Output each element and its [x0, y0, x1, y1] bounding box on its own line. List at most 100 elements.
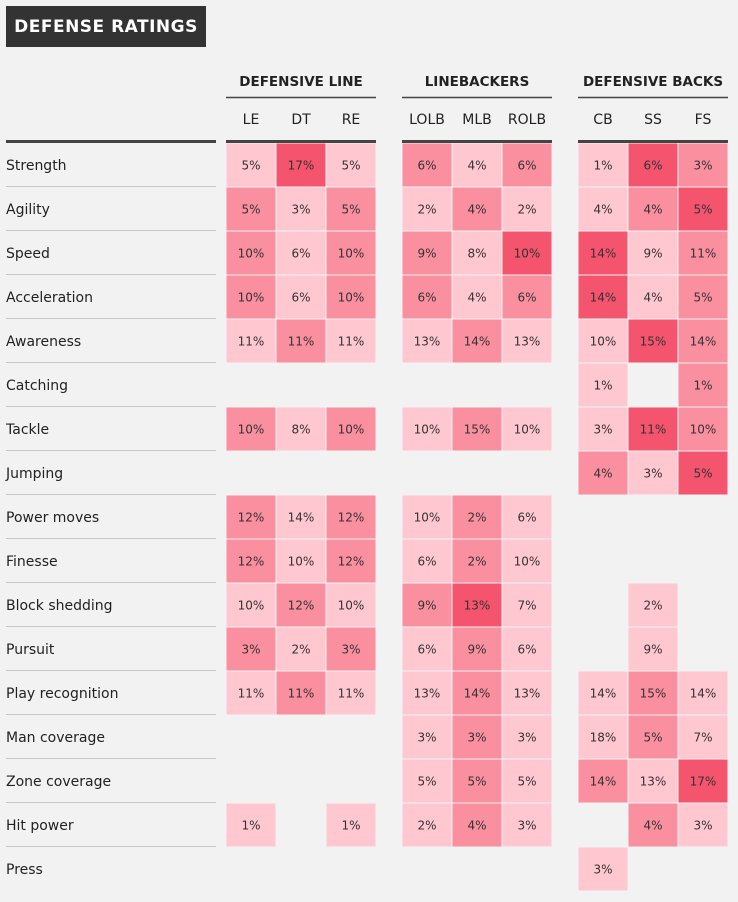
cell-value: 4% — [467, 291, 486, 305]
heat-cell — [326, 275, 376, 319]
cell-value: 10% — [238, 247, 265, 261]
heat-cell — [628, 759, 678, 803]
row-label-strength: Strength — [6, 158, 67, 174]
heat-cell — [502, 803, 552, 847]
position-header-re: RE — [342, 112, 361, 128]
row-label-agility: Agility — [6, 202, 50, 218]
cell-value: 10% — [414, 511, 441, 525]
heat-cell — [226, 187, 276, 231]
cell-value: 1% — [593, 379, 612, 393]
cell-value: 11% — [690, 247, 717, 261]
cell-value: 5% — [693, 467, 712, 481]
cell-value: 2% — [517, 203, 536, 217]
heat-cell — [578, 407, 628, 451]
page-title: DEFENSE RATINGS — [6, 6, 206, 47]
heat-cell — [276, 407, 326, 451]
cell-value: 3% — [467, 731, 486, 745]
cell-value: 3% — [291, 203, 310, 217]
heat-cell — [678, 363, 728, 407]
cell-value: 5% — [341, 203, 360, 217]
heat-cell — [628, 143, 678, 187]
cell-value: 2% — [467, 555, 486, 569]
heat-cell — [502, 143, 552, 187]
cell-value: 10% — [238, 291, 265, 305]
cell-value: 3% — [693, 159, 712, 173]
cell-value: 10% — [338, 599, 365, 613]
heat-cell — [452, 319, 502, 363]
cell-value: 10% — [690, 423, 717, 437]
cell-value: 5% — [241, 203, 260, 217]
cell-value: 4% — [467, 819, 486, 833]
cell-value: 10% — [238, 423, 265, 437]
heat-cell — [276, 187, 326, 231]
row-label-tackle: Tackle — [5, 422, 49, 438]
cell-value: 12% — [338, 555, 365, 569]
cell-value: 15% — [640, 335, 667, 349]
heat-cell — [226, 275, 276, 319]
heat-cell — [628, 275, 678, 319]
cell-value: 7% — [693, 731, 712, 745]
cell-value: 6% — [517, 291, 536, 305]
cell-value: 12% — [288, 599, 315, 613]
cell-value: 6% — [417, 555, 436, 569]
heat-cell — [402, 231, 452, 275]
heat-cell — [678, 759, 728, 803]
heat-cell — [226, 319, 276, 363]
row-label-hit-power: Hit power — [6, 818, 74, 834]
heat-cell — [326, 187, 376, 231]
cell-value: 17% — [288, 159, 315, 173]
heat-cell — [628, 187, 678, 231]
cell-value: 6% — [643, 159, 662, 173]
heat-cell — [502, 495, 552, 539]
cell-value: 8% — [291, 423, 310, 437]
heat-cell — [628, 231, 678, 275]
cell-value: 4% — [467, 159, 486, 173]
cell-value: 13% — [464, 599, 491, 613]
heat-cell — [578, 275, 628, 319]
row-label-pursuit: Pursuit — [6, 642, 55, 658]
heat-cell — [678, 143, 728, 187]
cell-value: 1% — [241, 819, 260, 833]
heat-cell — [226, 627, 276, 671]
heat-cell — [452, 715, 502, 759]
heat-cell — [578, 231, 628, 275]
group-header-linebackers: LINEBACKERS — [425, 74, 530, 90]
row-label-finesse: Finesse — [6, 554, 58, 570]
position-header-le: LE — [243, 112, 260, 128]
cell-value: 10% — [514, 423, 541, 437]
row-label-jumping: Jumping — [5, 466, 63, 482]
row-label-acceleration: Acceleration — [6, 290, 93, 306]
heat-cell — [678, 407, 728, 451]
heat-cell — [628, 715, 678, 759]
heat-cell — [402, 275, 452, 319]
row-label-power-moves: Power moves — [6, 510, 99, 526]
heat-cell — [452, 759, 502, 803]
heat-cell — [452, 803, 502, 847]
heat-cell — [402, 583, 452, 627]
cell-value: 6% — [417, 291, 436, 305]
cell-value: 5% — [341, 159, 360, 173]
cell-value: 10% — [590, 335, 617, 349]
heat-cell — [578, 143, 628, 187]
row-label-man-coverage: Man coverage — [6, 730, 105, 746]
cell-value: 18% — [590, 731, 617, 745]
cell-value: 12% — [338, 511, 365, 525]
heat-cell — [452, 143, 502, 187]
heat-cell — [276, 583, 326, 627]
heat-cell — [578, 759, 628, 803]
heat-cell — [502, 539, 552, 583]
cell-value: 5% — [693, 291, 712, 305]
cell-value: 5% — [241, 159, 260, 173]
heat-cell — [502, 759, 552, 803]
heat-cell — [578, 715, 628, 759]
heat-cell — [628, 319, 678, 363]
heat-cell — [452, 671, 502, 715]
cell-value: 10% — [414, 423, 441, 437]
position-header-lolb: LOLB — [409, 112, 445, 128]
cell-value: 13% — [414, 687, 441, 701]
heat-cell — [402, 319, 452, 363]
cell-value: 10% — [514, 555, 541, 569]
cell-value: 3% — [417, 731, 436, 745]
cell-value: 6% — [517, 643, 536, 657]
cell-value: 4% — [643, 819, 662, 833]
